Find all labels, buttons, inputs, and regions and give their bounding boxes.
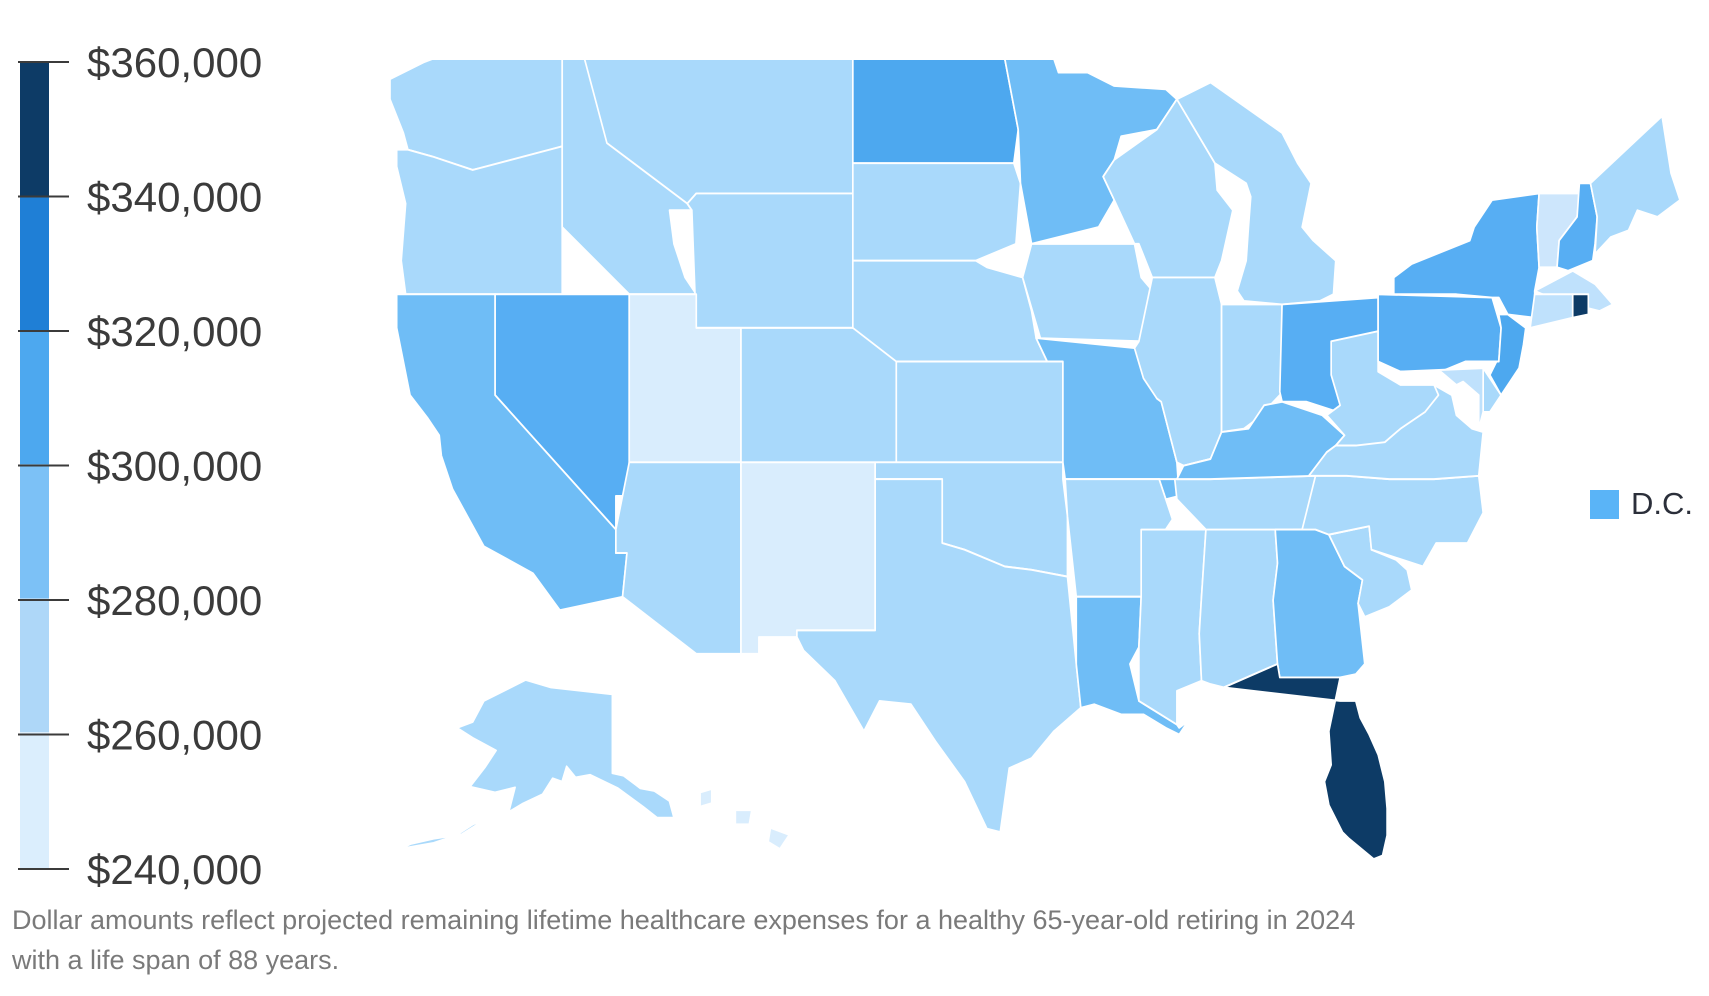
svg-text:D.C.: D.C.	[1631, 490, 1693, 521]
svg-text:$300,000: $300,000	[87, 443, 262, 490]
svg-text:$280,000: $280,000	[87, 577, 262, 624]
svg-text:$360,000: $360,000	[87, 39, 262, 86]
svg-text:$340,000: $340,000	[87, 174, 262, 221]
svg-text:$240,000: $240,000	[87, 846, 262, 892]
svg-text:$320,000: $320,000	[87, 308, 262, 355]
svg-text:$260,000: $260,000	[87, 712, 262, 759]
